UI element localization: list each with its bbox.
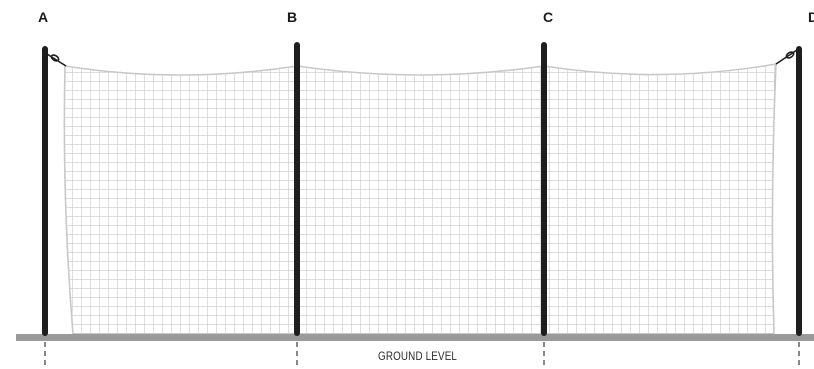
- pole-label-c: C: [543, 9, 554, 25]
- pole-d: [796, 46, 802, 336]
- tension-wire-left: [46, 53, 67, 67]
- pole-b: [294, 42, 300, 336]
- pole-label-a: A: [38, 9, 49, 25]
- pole-label-d: D: [808, 9, 814, 25]
- net-panel-cd: [543, 63, 777, 335]
- pole-c: [541, 42, 547, 336]
- net-panel-ab: [63, 65, 298, 335]
- ground-level-label: GROUND LEVEL: [378, 349, 458, 363]
- ground-line: [16, 334, 814, 341]
- pole-a: [42, 46, 48, 336]
- net-panel-bc: [296, 65, 545, 335]
- tension-wire-right: [775, 49, 798, 65]
- pole-label-b: B: [287, 9, 298, 25]
